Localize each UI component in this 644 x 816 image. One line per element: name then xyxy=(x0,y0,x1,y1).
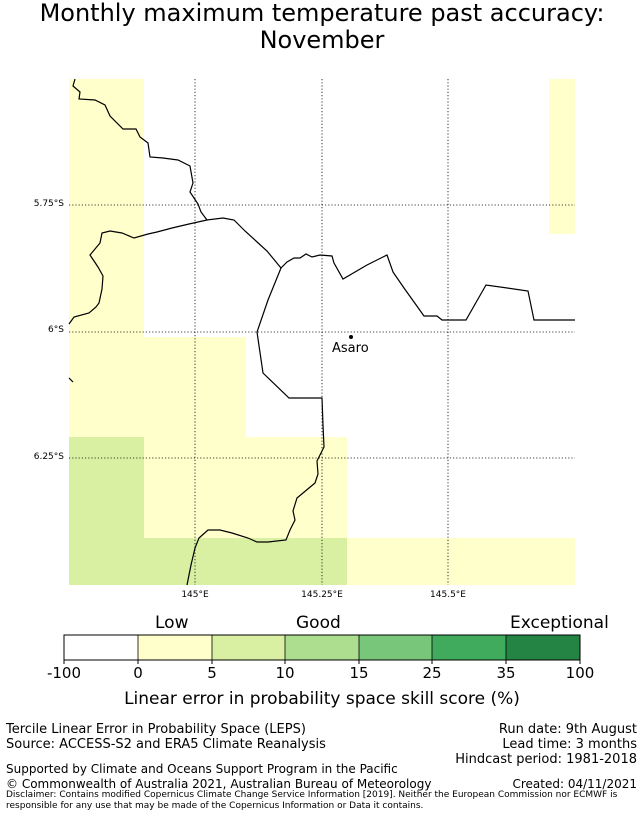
chart-title-line2: November xyxy=(259,26,385,54)
gridlines xyxy=(69,79,575,585)
asaro-marker xyxy=(349,335,353,339)
lat-label: 5.75°S xyxy=(33,199,64,209)
chart-title-line1: Monthly maximum temperature past accurac… xyxy=(39,0,605,27)
category-label-exceptional: Exceptional xyxy=(510,613,609,633)
colorbar-tick-label: 100 xyxy=(565,664,595,682)
cell-low-mid xyxy=(69,437,144,585)
colorbar-ticks xyxy=(63,660,581,664)
cell-low xyxy=(69,79,144,337)
colorbar-tick-label: 10 xyxy=(275,664,295,682)
colorbar-segment xyxy=(432,635,506,660)
coastline-south xyxy=(68,219,208,325)
colorbar-tick-label: -100 xyxy=(46,664,82,682)
cell-low-mid xyxy=(144,538,347,585)
footer-hindcast: Hindcast period: 1981-2018 xyxy=(455,752,637,767)
footer-support: Supported by Climate and Oceans Support … xyxy=(6,762,398,776)
cell-low xyxy=(549,79,575,234)
colorbar-segment xyxy=(138,635,212,660)
cell-low xyxy=(347,538,575,585)
colorbar-tick-label: 35 xyxy=(496,664,516,682)
coastline xyxy=(68,78,575,586)
colorbar-title: Linear error in probability space skill … xyxy=(124,689,520,709)
footer-copyright: © Commonwealth of Australia 2021, Austra… xyxy=(6,777,432,791)
lon-label: 145.25°E xyxy=(301,590,343,600)
category-label-good: Good xyxy=(296,613,341,633)
colorbar-tick-label: 25 xyxy=(422,664,442,682)
colorbar-segment xyxy=(64,635,138,660)
lon-label: 145.5°E xyxy=(430,590,466,600)
colorbar-segment xyxy=(285,635,359,660)
footer-run-date: Run date: 9th August xyxy=(498,722,637,737)
footer-method: Tercile Linear Error in Probability Spac… xyxy=(6,722,306,737)
colorbar-tick-label: 15 xyxy=(349,664,369,682)
colorbar-segment xyxy=(359,635,432,660)
cell-low xyxy=(144,437,347,538)
coastline-edge xyxy=(68,377,74,383)
footer-created: Created: 04/11/2021 xyxy=(512,777,637,791)
footer-disclaimer: Disclaimer: Contains modified Copernicus… xyxy=(6,790,618,811)
place-label-asaro: Asaro xyxy=(332,341,369,356)
colorbar-segment xyxy=(506,635,580,660)
lon-label: 145°E xyxy=(181,590,209,600)
footer-lead-time: Lead time: 3 months xyxy=(502,737,637,752)
footer-source: Source: ACCESS-S2 and ERA5 Climate Reana… xyxy=(6,737,326,752)
lat-label: 6.25°S xyxy=(33,452,64,462)
colorbar-dividers xyxy=(137,635,507,660)
coastline-west xyxy=(72,78,575,321)
category-label-low: Low xyxy=(155,613,189,633)
colorbar-segment xyxy=(212,635,285,660)
lat-label: 6°S xyxy=(48,325,64,335)
colorbar-tick-label: 0 xyxy=(133,664,143,682)
colorbar-segments xyxy=(64,635,580,660)
border-line xyxy=(186,267,325,586)
cell-low xyxy=(69,337,246,437)
colorbar-frame xyxy=(63,634,581,661)
skill-cells xyxy=(69,79,575,585)
colorbar-tick-label: 5 xyxy=(207,664,217,682)
